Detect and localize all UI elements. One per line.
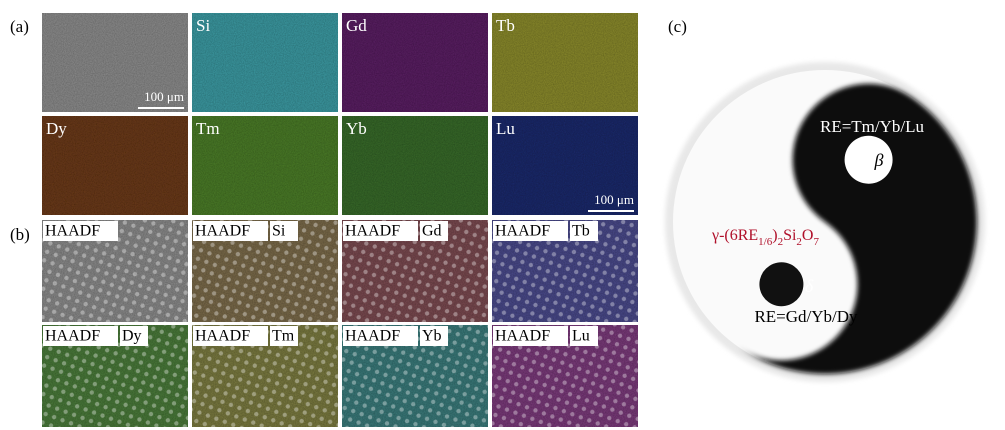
annotation: RE=Gd/Yb/Dy (754, 307, 858, 326)
figure: (a) (b) (c) RE=Tm/Yb/Lu β δ RE=Gd/Yb/Dy … (0, 0, 1005, 430)
haadf-label: HAADF (195, 223, 250, 240)
panel-label: (c) (668, 17, 687, 36)
symbol: δ (805, 276, 814, 296)
formula-part: 1/6 (758, 236, 773, 248)
panel-label: (a) (10, 17, 29, 36)
eds-map (192, 13, 338, 112)
element-label: Tb (572, 223, 590, 240)
haadf-label: HAADF (195, 328, 250, 345)
haadf-label: HAADF (495, 328, 550, 345)
element-label: Tm (196, 119, 220, 138)
formula-part: γ-(6RE (711, 227, 758, 244)
element-label: Dy (122, 328, 142, 345)
haadf-label: HAADF (45, 223, 100, 240)
panel-label: (b) (10, 225, 30, 244)
symbol: β (874, 150, 884, 170)
haadf-label: HAADF (45, 328, 100, 345)
element-label: Gd (422, 223, 442, 240)
haadf-label: HAADF (495, 223, 550, 240)
element-label: Si (272, 223, 286, 240)
element-label: Tb (496, 16, 515, 35)
element-label: Yb (422, 328, 442, 345)
element-label: Yb (346, 119, 367, 138)
haadf-label: HAADF (345, 223, 400, 240)
formula-part: O (802, 227, 814, 244)
formula-part: Si (783, 227, 797, 244)
element-label: Dy (46, 119, 67, 138)
haadf-label: HAADF (345, 328, 400, 345)
element-label: Lu (496, 119, 515, 138)
scale-bar-label: 100 μm (594, 192, 634, 207)
element-label: Si (196, 16, 210, 35)
element-label: Lu (572, 328, 590, 345)
scale-bar-label: 100 μm (144, 89, 184, 104)
annotation: RE=Tm/Yb/Lu (820, 117, 925, 136)
element-label: Gd (346, 16, 367, 35)
element-label: Tm (272, 328, 295, 345)
formula-part: 7 (813, 236, 819, 248)
